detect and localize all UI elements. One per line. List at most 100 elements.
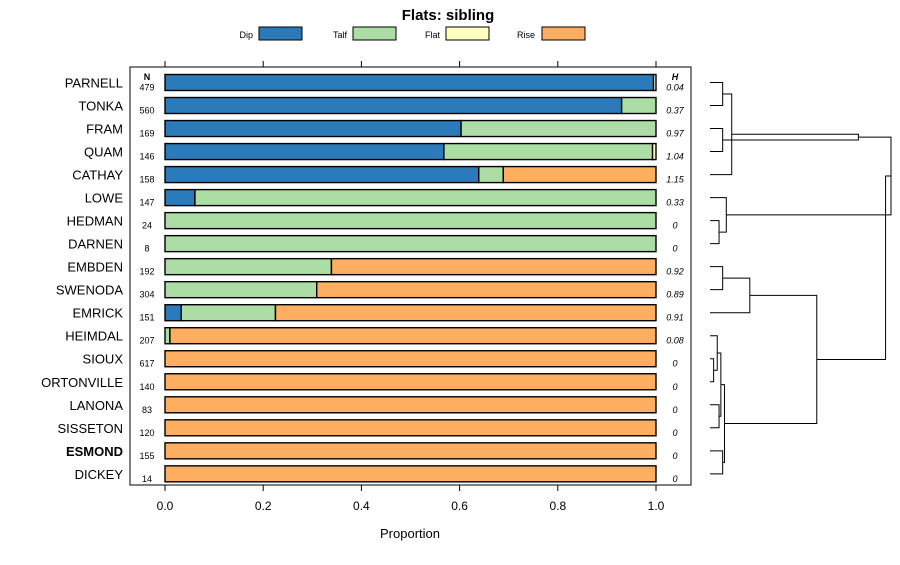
dendrogram-link bbox=[710, 93, 733, 176]
legend-swatch-dip bbox=[258, 26, 303, 41]
bar-segment-talf bbox=[180, 304, 277, 322]
row-h-value: 0 bbox=[672, 428, 677, 438]
x-tick-label: 0.4 bbox=[353, 499, 370, 513]
row-n-value: 146 bbox=[139, 152, 154, 162]
row-label: HEDMAN bbox=[67, 214, 123, 229]
row-h-value: 0 bbox=[672, 359, 677, 369]
legend-label-rise: Rise bbox=[517, 30, 535, 40]
row-label: FRAM bbox=[86, 122, 123, 137]
row-label: DARNEN bbox=[68, 237, 123, 252]
legend-label-flat: Flat bbox=[425, 30, 441, 40]
legend-swatch-flat bbox=[445, 26, 490, 41]
plot-frame bbox=[129, 66, 692, 486]
x-tick-label: 0.6 bbox=[451, 499, 468, 513]
bar-segment-talf bbox=[478, 165, 504, 184]
row-h-value: 0 bbox=[672, 474, 677, 484]
row-lowe: LOWE 147 0.33 bbox=[85, 188, 684, 208]
bar-segment-rise bbox=[164, 396, 657, 414]
row-n-value: 207 bbox=[139, 336, 154, 346]
top-axis bbox=[164, 61, 657, 67]
row-sisseton: SISSETON 120 0 bbox=[57, 419, 678, 438]
legend-swatch-talf bbox=[352, 26, 397, 41]
row-n-value: 158 bbox=[139, 175, 154, 185]
dendrogram-link bbox=[710, 358, 715, 383]
bar-segment-rise bbox=[330, 257, 657, 276]
row-ortonville: ORTONVILLE 140 0 bbox=[41, 373, 678, 392]
x-tick-label: 0.8 bbox=[549, 499, 566, 513]
row-hedman: HEDMAN 24 0 bbox=[67, 211, 678, 231]
row-sioux: SIOUX 617 0 bbox=[83, 350, 678, 369]
bar-segment-talf bbox=[164, 211, 657, 230]
row-h-value: 0.04 bbox=[666, 83, 684, 93]
x-axis: 0.0 0.2 0.4 0.6 0.8 1.0 bbox=[157, 485, 665, 513]
row-n-value: 140 bbox=[139, 382, 154, 392]
bar-segment-talf bbox=[460, 119, 657, 138]
dendrogram-link bbox=[710, 128, 724, 153]
row-h-value: 1.04 bbox=[666, 152, 684, 162]
dendrogram bbox=[710, 82, 892, 475]
bar-segment-rise bbox=[164, 465, 657, 483]
row-quam: QUAM 146 1.04 bbox=[84, 142, 684, 162]
row-n-value: 617 bbox=[139, 359, 154, 369]
row-n-value: 24 bbox=[142, 221, 152, 231]
row-fram: FRAM 169 0.97 bbox=[86, 119, 685, 139]
bar-segment-talf bbox=[164, 280, 318, 299]
row-darnen: DARNEN 8 0 bbox=[68, 234, 678, 254]
row-embden: EMBDEN 192 0.92 bbox=[67, 257, 684, 277]
row-label: HEIMDAL bbox=[65, 329, 123, 344]
row-label: SWENODA bbox=[56, 283, 124, 298]
bar-segment-rise bbox=[164, 419, 657, 437]
dendrogram-link bbox=[710, 266, 724, 291]
row-n-value: 14 bbox=[142, 474, 152, 484]
dendrogram-link bbox=[710, 197, 727, 233]
bar-segment-flat bbox=[651, 142, 657, 161]
row-label: ORTONVILLE bbox=[41, 375, 123, 390]
row-tonka: TONKA 560 0.37 bbox=[78, 96, 685, 116]
dendrogram-link bbox=[710, 277, 751, 314]
dendrogram-link bbox=[726, 136, 892, 216]
h-column-header: H bbox=[672, 72, 679, 82]
row-label: SISSETON bbox=[57, 421, 123, 436]
row-label: ESMOND bbox=[66, 444, 123, 459]
row-label: EMBDEN bbox=[67, 260, 123, 275]
row-n-value: 8 bbox=[144, 244, 149, 254]
row-swenoda: SWENODA 304 0.89 bbox=[56, 280, 684, 300]
bar-segment-rise bbox=[316, 280, 657, 299]
bar-segment-rise bbox=[164, 373, 657, 391]
row-h-value: 0.08 bbox=[666, 336, 684, 346]
row-label: DICKEY bbox=[75, 467, 124, 482]
bar-segment-talf bbox=[443, 142, 654, 161]
row-esmond: ESMOND 155 0 bbox=[66, 442, 678, 461]
row-h-value: 0 bbox=[672, 221, 677, 231]
x-tick-label: 1.0 bbox=[648, 499, 665, 513]
dendrogram-link bbox=[816, 175, 891, 360]
bar-segment-talf bbox=[620, 96, 657, 115]
row-label: LANONA bbox=[70, 398, 124, 413]
row-dickey: DICKEY 14 0 bbox=[75, 465, 678, 484]
bar-segment-flat bbox=[652, 73, 657, 92]
bar-segment-talf bbox=[194, 188, 657, 207]
bar-segment-talf bbox=[164, 257, 333, 276]
row-label: PARNELL bbox=[65, 76, 123, 91]
bar-segment-rise bbox=[274, 304, 657, 322]
row-n-value: 169 bbox=[139, 129, 154, 139]
bar-segment-dip bbox=[164, 165, 480, 184]
row-label: EMRICK bbox=[72, 306, 123, 321]
row-label: TONKA bbox=[78, 99, 123, 114]
row-h-value: 0 bbox=[672, 244, 677, 254]
row-h-value: 0.91 bbox=[666, 313, 684, 323]
row-label: SIOUX bbox=[83, 352, 124, 367]
x-axis-label: Proportion bbox=[380, 526, 440, 541]
bar-segment-rise bbox=[164, 350, 657, 368]
bar-segment-rise bbox=[164, 442, 657, 460]
dendrogram-link bbox=[710, 220, 720, 245]
row-h-value: 0 bbox=[672, 451, 677, 461]
row-n-value: 192 bbox=[139, 267, 154, 277]
rows: PARNELL 479 0.04 TONKA 560 0.37 FRAM 169 0.97 QUA… bbox=[41, 73, 685, 484]
bar-segment-dip bbox=[164, 304, 182, 322]
row-label: QUAM bbox=[84, 145, 123, 160]
row-n-value: 155 bbox=[139, 451, 154, 461]
row-h-value: 0 bbox=[672, 405, 677, 415]
